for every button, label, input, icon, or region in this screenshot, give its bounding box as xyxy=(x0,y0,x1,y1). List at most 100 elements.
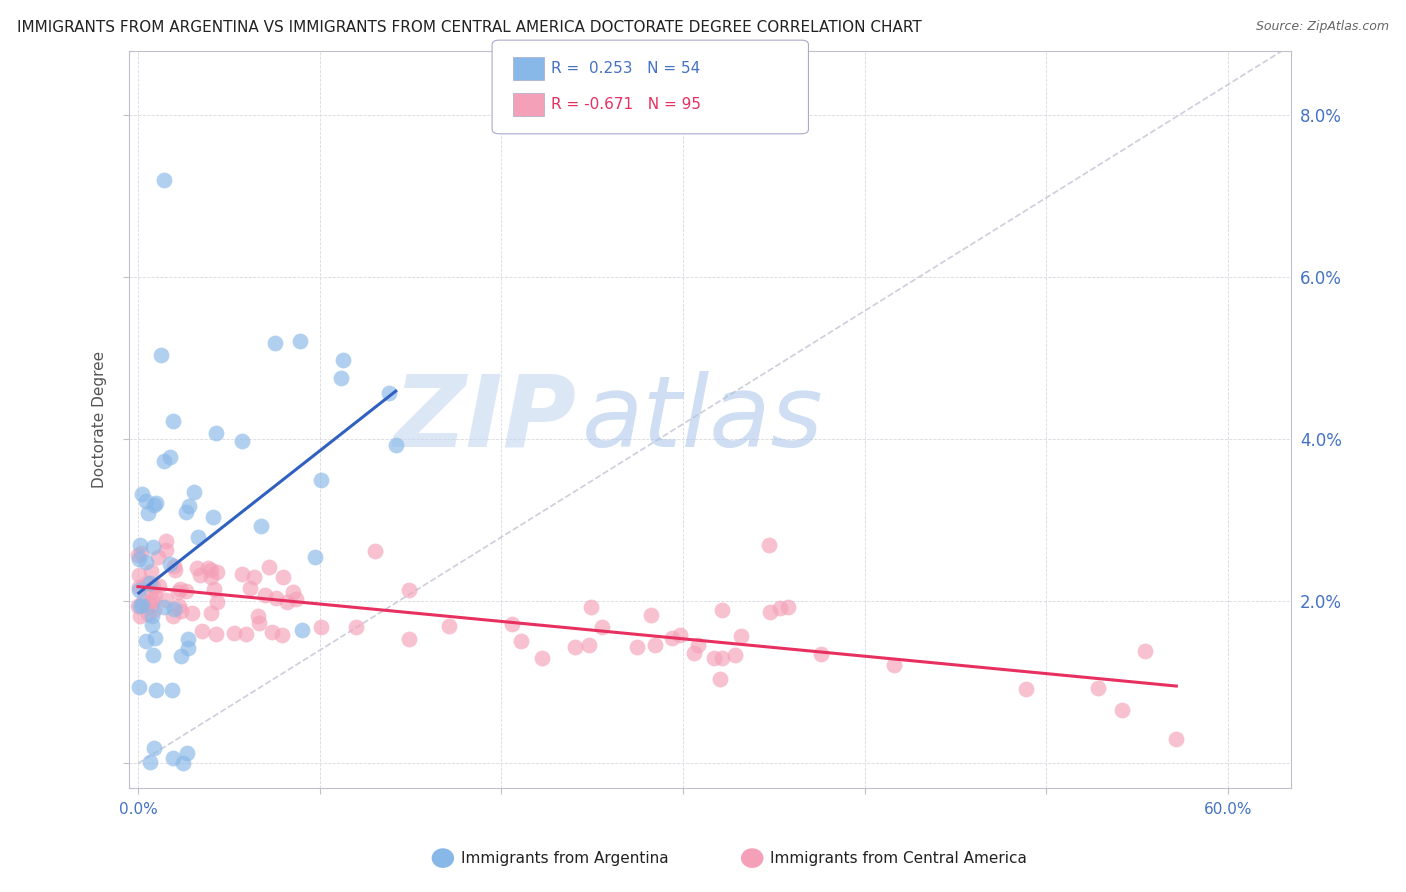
Point xyxy=(531,651,554,665)
Point xyxy=(254,588,277,602)
Point xyxy=(128,599,150,613)
Point xyxy=(177,640,200,655)
Point xyxy=(1087,681,1109,696)
Point xyxy=(142,740,165,755)
Point xyxy=(150,348,173,362)
Point xyxy=(167,599,190,613)
Point xyxy=(148,579,170,593)
Point xyxy=(142,603,165,617)
Point xyxy=(162,601,184,615)
Point xyxy=(128,551,150,566)
Point xyxy=(329,370,352,384)
Point xyxy=(131,598,153,612)
Point xyxy=(128,568,150,582)
Point xyxy=(284,592,307,607)
Point xyxy=(128,681,150,695)
Y-axis label: Doctorate Degree: Doctorate Degree xyxy=(93,351,107,488)
Point xyxy=(384,438,406,452)
Point xyxy=(153,600,176,615)
Point xyxy=(135,555,157,569)
Point xyxy=(138,576,160,591)
Point xyxy=(162,751,184,765)
Point xyxy=(174,584,197,599)
Point xyxy=(187,530,209,544)
Point xyxy=(1014,681,1036,696)
Point xyxy=(686,639,709,653)
Point xyxy=(205,425,228,440)
Point xyxy=(682,646,704,660)
Point xyxy=(141,585,163,599)
Point xyxy=(247,616,270,631)
Point xyxy=(810,647,832,661)
Point xyxy=(128,548,150,562)
Text: Immigrants from Central America: Immigrants from Central America xyxy=(770,851,1028,865)
Point xyxy=(200,569,222,583)
Point xyxy=(231,566,253,581)
Text: Immigrants from Argentina: Immigrants from Argentina xyxy=(461,851,669,865)
Point xyxy=(143,632,166,646)
Point xyxy=(758,538,780,552)
Point xyxy=(128,538,150,552)
Point xyxy=(128,580,150,594)
Text: R = -0.671   N = 95: R = -0.671 N = 95 xyxy=(551,97,702,112)
Point xyxy=(579,599,602,614)
Point xyxy=(143,588,166,602)
Point xyxy=(204,626,226,640)
Point xyxy=(778,600,800,615)
Point xyxy=(703,650,725,665)
Point xyxy=(200,563,222,577)
Point xyxy=(661,632,683,646)
Point xyxy=(439,618,461,632)
Point xyxy=(332,353,354,368)
Point xyxy=(136,506,159,520)
Point xyxy=(127,599,149,614)
Point xyxy=(363,544,385,558)
Point xyxy=(142,648,165,662)
Point xyxy=(309,620,332,634)
Point xyxy=(162,609,184,624)
Point xyxy=(398,632,420,647)
Point xyxy=(163,563,186,577)
Point xyxy=(724,648,747,662)
Point xyxy=(139,564,162,578)
Point xyxy=(141,618,163,632)
Point xyxy=(626,640,648,654)
Point xyxy=(759,606,782,620)
Point xyxy=(141,599,163,613)
Point xyxy=(142,540,165,554)
Point xyxy=(177,499,200,513)
Point xyxy=(257,560,280,574)
Point xyxy=(141,593,163,607)
Point xyxy=(200,607,222,621)
Text: IMMIGRANTS FROM ARGENTINA VS IMMIGRANTS FROM CENTRAL AMERICA DOCTORATE DEGREE CO: IMMIGRANTS FROM ARGENTINA VS IMMIGRANTS … xyxy=(17,20,921,35)
Point xyxy=(290,334,312,348)
Point xyxy=(172,756,194,771)
Point xyxy=(153,454,176,468)
Text: 60.0%: 60.0% xyxy=(1204,803,1253,817)
Point xyxy=(174,505,197,519)
Text: R =  0.253   N = 54: R = 0.253 N = 54 xyxy=(551,62,700,76)
Point xyxy=(222,626,245,640)
Point xyxy=(129,609,152,624)
Point xyxy=(188,568,211,582)
Point xyxy=(730,629,752,643)
Point xyxy=(145,683,167,698)
Point xyxy=(205,595,228,609)
Point xyxy=(186,560,208,574)
Point xyxy=(246,608,269,623)
Point xyxy=(231,434,253,448)
Point xyxy=(135,575,157,590)
Point xyxy=(509,633,531,648)
Point xyxy=(202,510,225,524)
Point xyxy=(191,624,214,638)
Point xyxy=(159,557,181,571)
Point xyxy=(250,519,273,533)
Point xyxy=(167,585,190,599)
Point xyxy=(197,560,219,574)
Point xyxy=(155,542,177,557)
Text: Source: ZipAtlas.com: Source: ZipAtlas.com xyxy=(1256,20,1389,33)
Point xyxy=(163,559,186,574)
Point xyxy=(291,624,314,638)
Point xyxy=(205,566,228,580)
Point xyxy=(170,648,193,663)
